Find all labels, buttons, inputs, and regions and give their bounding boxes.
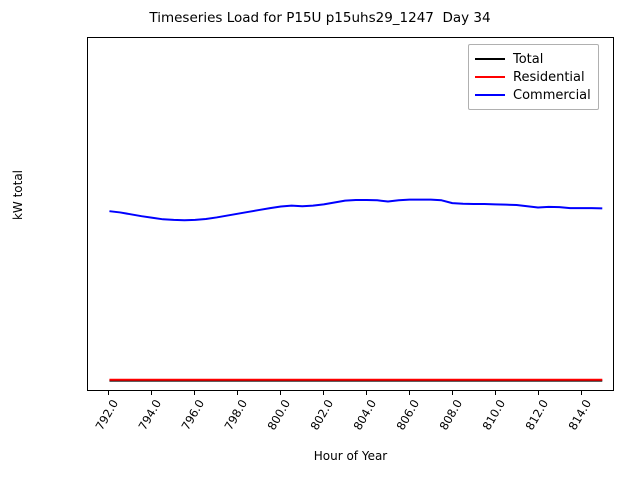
legend-label: Commercial	[513, 87, 591, 103]
x-tick-mark	[279, 391, 282, 395]
legend-item-total[interactable]: Total	[475, 50, 591, 68]
x-tick-mark	[538, 391, 540, 395]
x-tick-label-text: 804.0	[350, 397, 379, 433]
x-tick-label-text: 812.0	[522, 397, 551, 433]
x-tick-label-text: 814.0	[565, 397, 594, 433]
x-tick-mark	[107, 391, 110, 395]
x-tick-mark	[366, 391, 368, 395]
x-tick-label-text: 794.0	[135, 397, 164, 433]
x-tick-label-text: 792.0	[92, 397, 121, 433]
x-tick-mark	[495, 391, 497, 395]
legend-swatch-commercial	[475, 94, 505, 96]
x-tick-mark	[452, 391, 454, 395]
x-tick-label-text: 800.0	[264, 397, 293, 433]
legend-swatch-residential	[475, 76, 505, 78]
x-tick-label-text: 798.0	[221, 397, 250, 433]
y-axis-label: kW total	[11, 169, 25, 221]
x-tick-label-text: 810.0	[479, 397, 508, 433]
legend-item-commercial[interactable]: Commercial	[475, 86, 591, 104]
legend-label: Residential	[513, 69, 585, 85]
legend-swatch-total	[475, 58, 505, 60]
x-tick-mark	[323, 391, 325, 395]
x-tick-mark	[193, 391, 196, 395]
plot-lines	[109, 198, 603, 382]
x-tick-label-text: 806.0	[393, 397, 422, 433]
chart-legend: Total Residential Commercial	[468, 44, 599, 110]
x-tick-mark	[409, 391, 411, 395]
x-tick-mark	[581, 391, 583, 395]
chart-title: Timeseries Load for P15U p15uhs29_1247 D…	[149, 10, 491, 26]
x-tick-label-text: 796.0	[178, 397, 207, 433]
x-tick-mark	[150, 391, 153, 395]
x-axis-label: Hour of Year	[313, 449, 388, 463]
series-line-commercial	[109, 198, 603, 222]
legend-item-residential[interactable]: Residential	[475, 68, 591, 86]
x-tick-label-text: 802.0	[307, 397, 336, 433]
x-tick-mark	[236, 391, 239, 395]
x-tick-label-text: 808.0	[436, 397, 465, 433]
legend-label: Total	[513, 51, 544, 67]
